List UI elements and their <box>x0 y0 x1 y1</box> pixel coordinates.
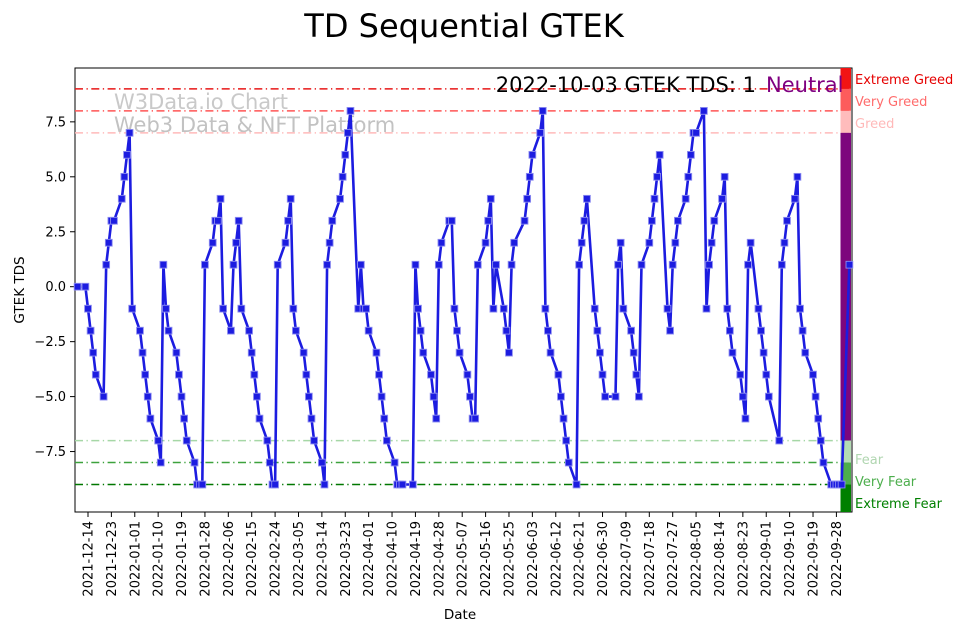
x-tick-label: 2022-07-09 <box>619 521 634 597</box>
y-tick-label: −2.5 <box>34 335 66 350</box>
watermark-line1: W3Data.io Chart <box>114 90 288 114</box>
label-greed: Greed <box>855 117 894 132</box>
x-tick-label: 2022-06-30 <box>596 521 611 597</box>
y-tick-label: 2.5 <box>45 225 66 240</box>
x-tick-label: 2022-04-10 <box>386 521 401 597</box>
text-layer: TD Sequential GTEK 2022-10-03 GTEK TDS: … <box>12 7 953 623</box>
x-tick-label: 2022-03-23 <box>339 521 354 597</box>
x-tick-label: 2022-03-14 <box>315 521 330 597</box>
chart-title: TD Sequential GTEK <box>303 7 624 45</box>
x-tick-label: 2022-01-19 <box>175 521 190 597</box>
x-tick-label: 2021-12-14 <box>81 521 96 597</box>
label-extreme-fear: Extreme Fear <box>855 497 943 512</box>
y-tick-label: −7.5 <box>34 445 66 460</box>
x-tick-label: 2022-09-10 <box>783 521 798 597</box>
x-tick-label: 2022-07-27 <box>666 521 681 597</box>
latest-value-annotation: 2022-10-03 GTEK TDS: 1 <box>496 73 756 97</box>
x-tick-label: 2022-06-03 <box>526 521 541 597</box>
y-tick-label: 5.0 <box>45 170 66 185</box>
x-tick-label: 2022-05-07 <box>456 521 471 597</box>
y-tick-label: 0.0 <box>45 280 66 295</box>
x-tick-label: 2022-04-01 <box>362 521 377 597</box>
y-tick-label: 7.5 <box>45 115 66 130</box>
x-tick-label: 2022-04-28 <box>432 521 447 597</box>
x-tick-label: 2022-02-06 <box>222 521 237 597</box>
x-tick-label: 2022-08-05 <box>690 521 705 597</box>
x-tick-label: 2022-01-01 <box>128 521 143 597</box>
x-tick-label: 2022-02-24 <box>269 521 284 597</box>
label-fear: Fear <box>855 453 884 468</box>
x-tick-label: 2022-08-14 <box>713 521 728 597</box>
sentiment-status-label: Neutral <box>766 73 844 97</box>
label-very-greed: Very Greed <box>855 95 927 110</box>
label-extreme-greed: Extreme Greed <box>855 73 953 88</box>
x-tick-label: 2022-09-19 <box>807 521 822 597</box>
y-axis-title: GTEK TDS <box>12 256 28 323</box>
x-tick-label: 2022-09-01 <box>760 521 775 597</box>
x-axis-title: Date <box>444 607 476 623</box>
x-tick-label: 2022-04-19 <box>409 521 424 597</box>
x-tick-label: 2022-05-25 <box>502 521 517 597</box>
x-tick-label: 2022-09-28 <box>830 521 845 597</box>
label-very-fear: Very Fear <box>855 475 917 490</box>
x-tick-label: 2022-03-05 <box>292 521 307 597</box>
sentiment-colorbar <box>840 68 851 512</box>
x-tick-label: 2022-02-15 <box>245 521 260 597</box>
x-tick-label: 2022-01-28 <box>198 521 213 597</box>
x-tick-label: 2021-12-23 <box>105 521 120 597</box>
x-tick-label: 2022-06-12 <box>549 521 564 597</box>
y-tick-label: −5.0 <box>34 390 66 405</box>
tds-line-series <box>73 107 854 489</box>
x-tick-label: 2022-07-18 <box>643 521 658 597</box>
x-tick-label: 2022-05-16 <box>479 521 494 597</box>
threshold-lines-layer <box>75 88 852 486</box>
x-tick-label: 2022-01-10 <box>152 521 167 597</box>
axes-layer: 7.5 5.0 2.5 0.0 −2.5 −5.0 −7.5 2021-12-14 2021-1… <box>34 67 853 597</box>
x-tick-label: 2022-06-21 <box>573 521 588 597</box>
x-tick-label: 2022-08-23 <box>736 521 751 597</box>
